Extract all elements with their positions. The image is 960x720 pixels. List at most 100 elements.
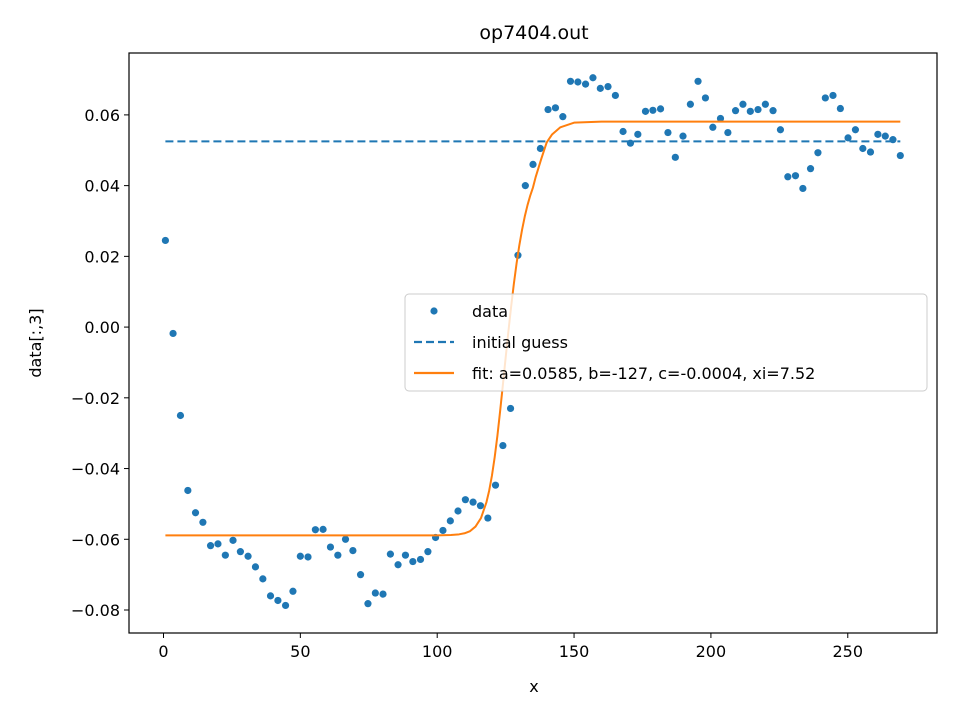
x-tick-label: 50 bbox=[290, 642, 310, 661]
x-axis-label: x bbox=[529, 677, 538, 696]
data-point bbox=[791, 172, 800, 180]
data-point bbox=[476, 502, 485, 510]
data-point bbox=[529, 160, 537, 169]
data-point bbox=[454, 507, 462, 515]
data-point bbox=[461, 496, 469, 504]
data-point bbox=[716, 114, 725, 123]
data-point bbox=[386, 550, 394, 558]
y-tick-label: −0.06 bbox=[71, 530, 120, 549]
data-point bbox=[221, 551, 229, 559]
data-point bbox=[296, 552, 304, 560]
legend-label-initial-guess: initial guess bbox=[472, 333, 568, 352]
data-point bbox=[491, 481, 500, 489]
data-point bbox=[574, 78, 582, 86]
data-point bbox=[806, 165, 815, 173]
y-tick-label: −0.04 bbox=[71, 460, 120, 479]
legend-marker-data bbox=[430, 307, 438, 315]
data-point bbox=[206, 542, 215, 550]
data-point bbox=[551, 104, 560, 112]
data-point bbox=[214, 540, 222, 548]
data-point bbox=[161, 236, 170, 245]
x-tick-label: 150 bbox=[559, 642, 590, 661]
legend: data initial guess fit: a=0.0585, b=-127… bbox=[404, 293, 928, 392]
plot-frame bbox=[128, 52, 938, 634]
data-point bbox=[544, 105, 552, 114]
data-point bbox=[379, 590, 387, 598]
data-point bbox=[409, 557, 417, 566]
data-point bbox=[304, 553, 312, 561]
data-point bbox=[754, 105, 762, 114]
data-point bbox=[289, 587, 297, 595]
data-point bbox=[371, 589, 379, 597]
y-tick-label: 0.04 bbox=[84, 177, 120, 196]
x-axis: 0 50 100 150 200 250 bbox=[158, 633, 863, 661]
data-point bbox=[251, 563, 260, 571]
data-point bbox=[326, 543, 335, 551]
data-point bbox=[499, 441, 507, 450]
data-point bbox=[761, 100, 769, 108]
data-point bbox=[364, 600, 372, 608]
data-point bbox=[274, 596, 282, 605]
data-point bbox=[656, 105, 665, 113]
data-point bbox=[686, 100, 694, 108]
data-point bbox=[439, 526, 447, 535]
data-point bbox=[566, 77, 575, 85]
data-point bbox=[731, 107, 740, 115]
data-point bbox=[349, 546, 357, 555]
data-point bbox=[641, 107, 650, 115]
data-point bbox=[401, 551, 410, 559]
data-point bbox=[851, 126, 860, 134]
data-point bbox=[281, 601, 290, 610]
data-point bbox=[176, 411, 185, 420]
data-point bbox=[701, 94, 710, 102]
x-tick-label: 250 bbox=[832, 642, 863, 661]
data-point bbox=[199, 518, 207, 526]
data-point bbox=[664, 128, 672, 137]
data-point bbox=[881, 132, 889, 140]
data-point bbox=[184, 486, 192, 495]
legend-label-fit: fit: a=0.0585, b=-127, c=-0.0004, xi=7.5… bbox=[472, 364, 815, 383]
data-point bbox=[829, 91, 837, 100]
data-point bbox=[191, 509, 200, 517]
data-point bbox=[589, 74, 597, 82]
data-point bbox=[896, 151, 904, 160]
data-point bbox=[559, 113, 567, 121]
plot-area bbox=[161, 74, 904, 610]
data-point bbox=[506, 404, 515, 413]
data-point bbox=[836, 104, 844, 113]
data-point bbox=[311, 526, 319, 534]
legend-frame bbox=[404, 293, 928, 392]
y-axis: −0.08 −0.06 −0.04 −0.02 0.00 0.02 0.04 0.06 bbox=[71, 106, 129, 620]
x-tick-label: 0 bbox=[158, 642, 168, 661]
data-point bbox=[694, 77, 702, 85]
chart-title: op7404.out bbox=[479, 22, 588, 44]
data-point bbox=[776, 126, 785, 134]
data-point bbox=[356, 571, 365, 579]
data-point bbox=[319, 525, 327, 533]
data-point bbox=[446, 517, 454, 525]
data-point bbox=[416, 555, 425, 564]
data-point bbox=[769, 107, 777, 115]
data-point bbox=[746, 107, 754, 115]
data-point bbox=[844, 134, 852, 142]
data-point bbox=[619, 127, 627, 136]
data-point bbox=[679, 132, 687, 140]
data-point bbox=[874, 130, 882, 138]
data-point bbox=[596, 84, 604, 92]
data-point bbox=[611, 91, 619, 100]
data-point bbox=[634, 130, 642, 138]
data-point bbox=[424, 548, 432, 556]
y-tick-label: 0.06 bbox=[84, 106, 120, 125]
data-point bbox=[581, 80, 590, 88]
data-point bbox=[169, 329, 177, 338]
data-point bbox=[341, 535, 350, 543]
data-point bbox=[671, 153, 679, 161]
data-point bbox=[604, 82, 612, 91]
data-point bbox=[266, 592, 275, 600]
data-point bbox=[521, 182, 529, 190]
y-axis-label: data[:,3] bbox=[26, 308, 45, 377]
data-point bbox=[821, 94, 829, 102]
y-tick-label: −0.02 bbox=[71, 389, 120, 408]
data-point bbox=[334, 551, 342, 559]
